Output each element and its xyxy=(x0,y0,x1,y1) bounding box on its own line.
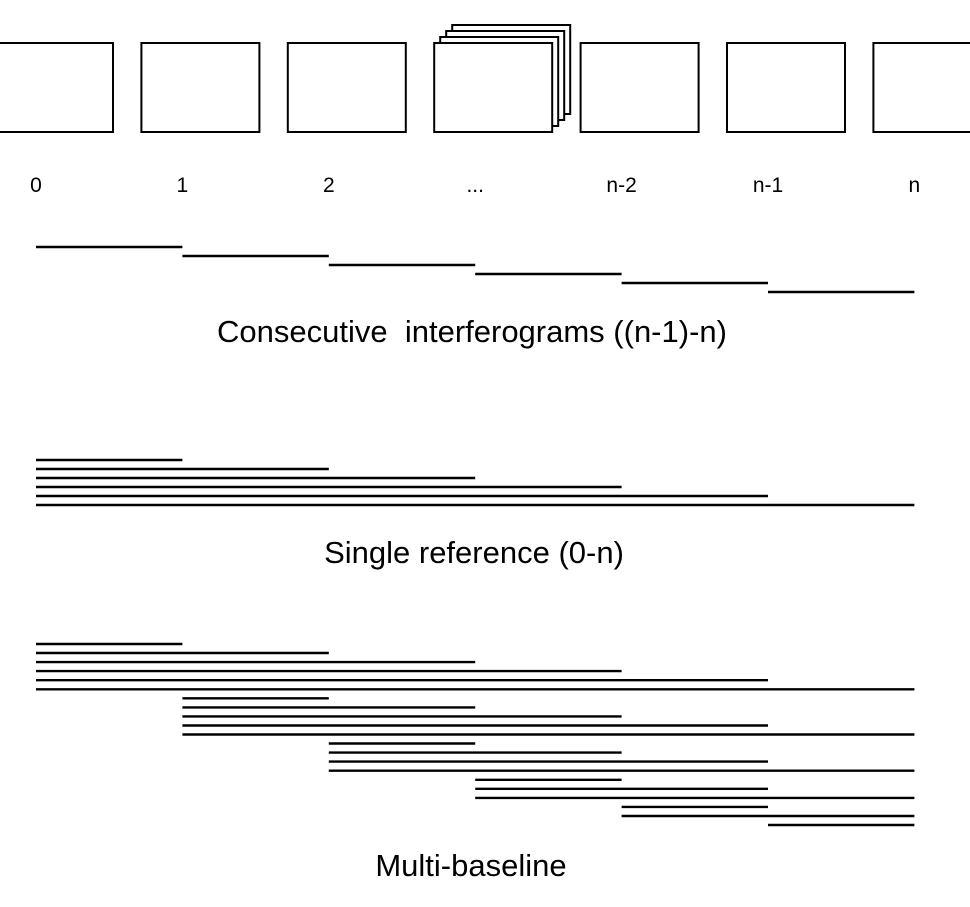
epoch-label-0: 0 xyxy=(30,174,42,197)
epoch-label-n-1: n-1 xyxy=(753,174,783,197)
single-reference-pair-lines xyxy=(36,458,915,507)
consecutive-pair-lines xyxy=(36,245,915,294)
epoch-label-2: 2 xyxy=(323,174,335,197)
multi-baseline-title: Multi-baseline xyxy=(375,848,566,883)
frame-0 xyxy=(0,42,114,133)
frame-n xyxy=(872,42,970,133)
consecutive-section: Consecutive interferograms ((n-1)-n) xyxy=(36,245,915,349)
frame-n-2 xyxy=(579,42,700,133)
consecutive-title: Consecutive interferograms ((n-1)-n) xyxy=(217,314,727,349)
epoch-label-dots: ... xyxy=(466,174,484,197)
epoch-label-1: 1 xyxy=(177,174,189,197)
epoch-label-n: n xyxy=(909,174,921,197)
frame-2 xyxy=(286,42,407,133)
frame-dots xyxy=(433,42,554,133)
multi-baseline-pair-lines xyxy=(36,642,915,827)
image-frames xyxy=(0,24,970,133)
frame-n-1 xyxy=(726,42,846,133)
epoch-label-n-2: n-2 xyxy=(606,174,636,197)
epoch-labels: 0 1 2... n-2 n-1 n xyxy=(30,174,920,197)
frame-1 xyxy=(140,42,261,133)
single-reference-section: Single reference (0-n) xyxy=(36,458,915,570)
multi-baseline-section: Multi-baseline xyxy=(36,642,915,883)
single-reference-title: Single reference (0-n) xyxy=(324,535,624,570)
